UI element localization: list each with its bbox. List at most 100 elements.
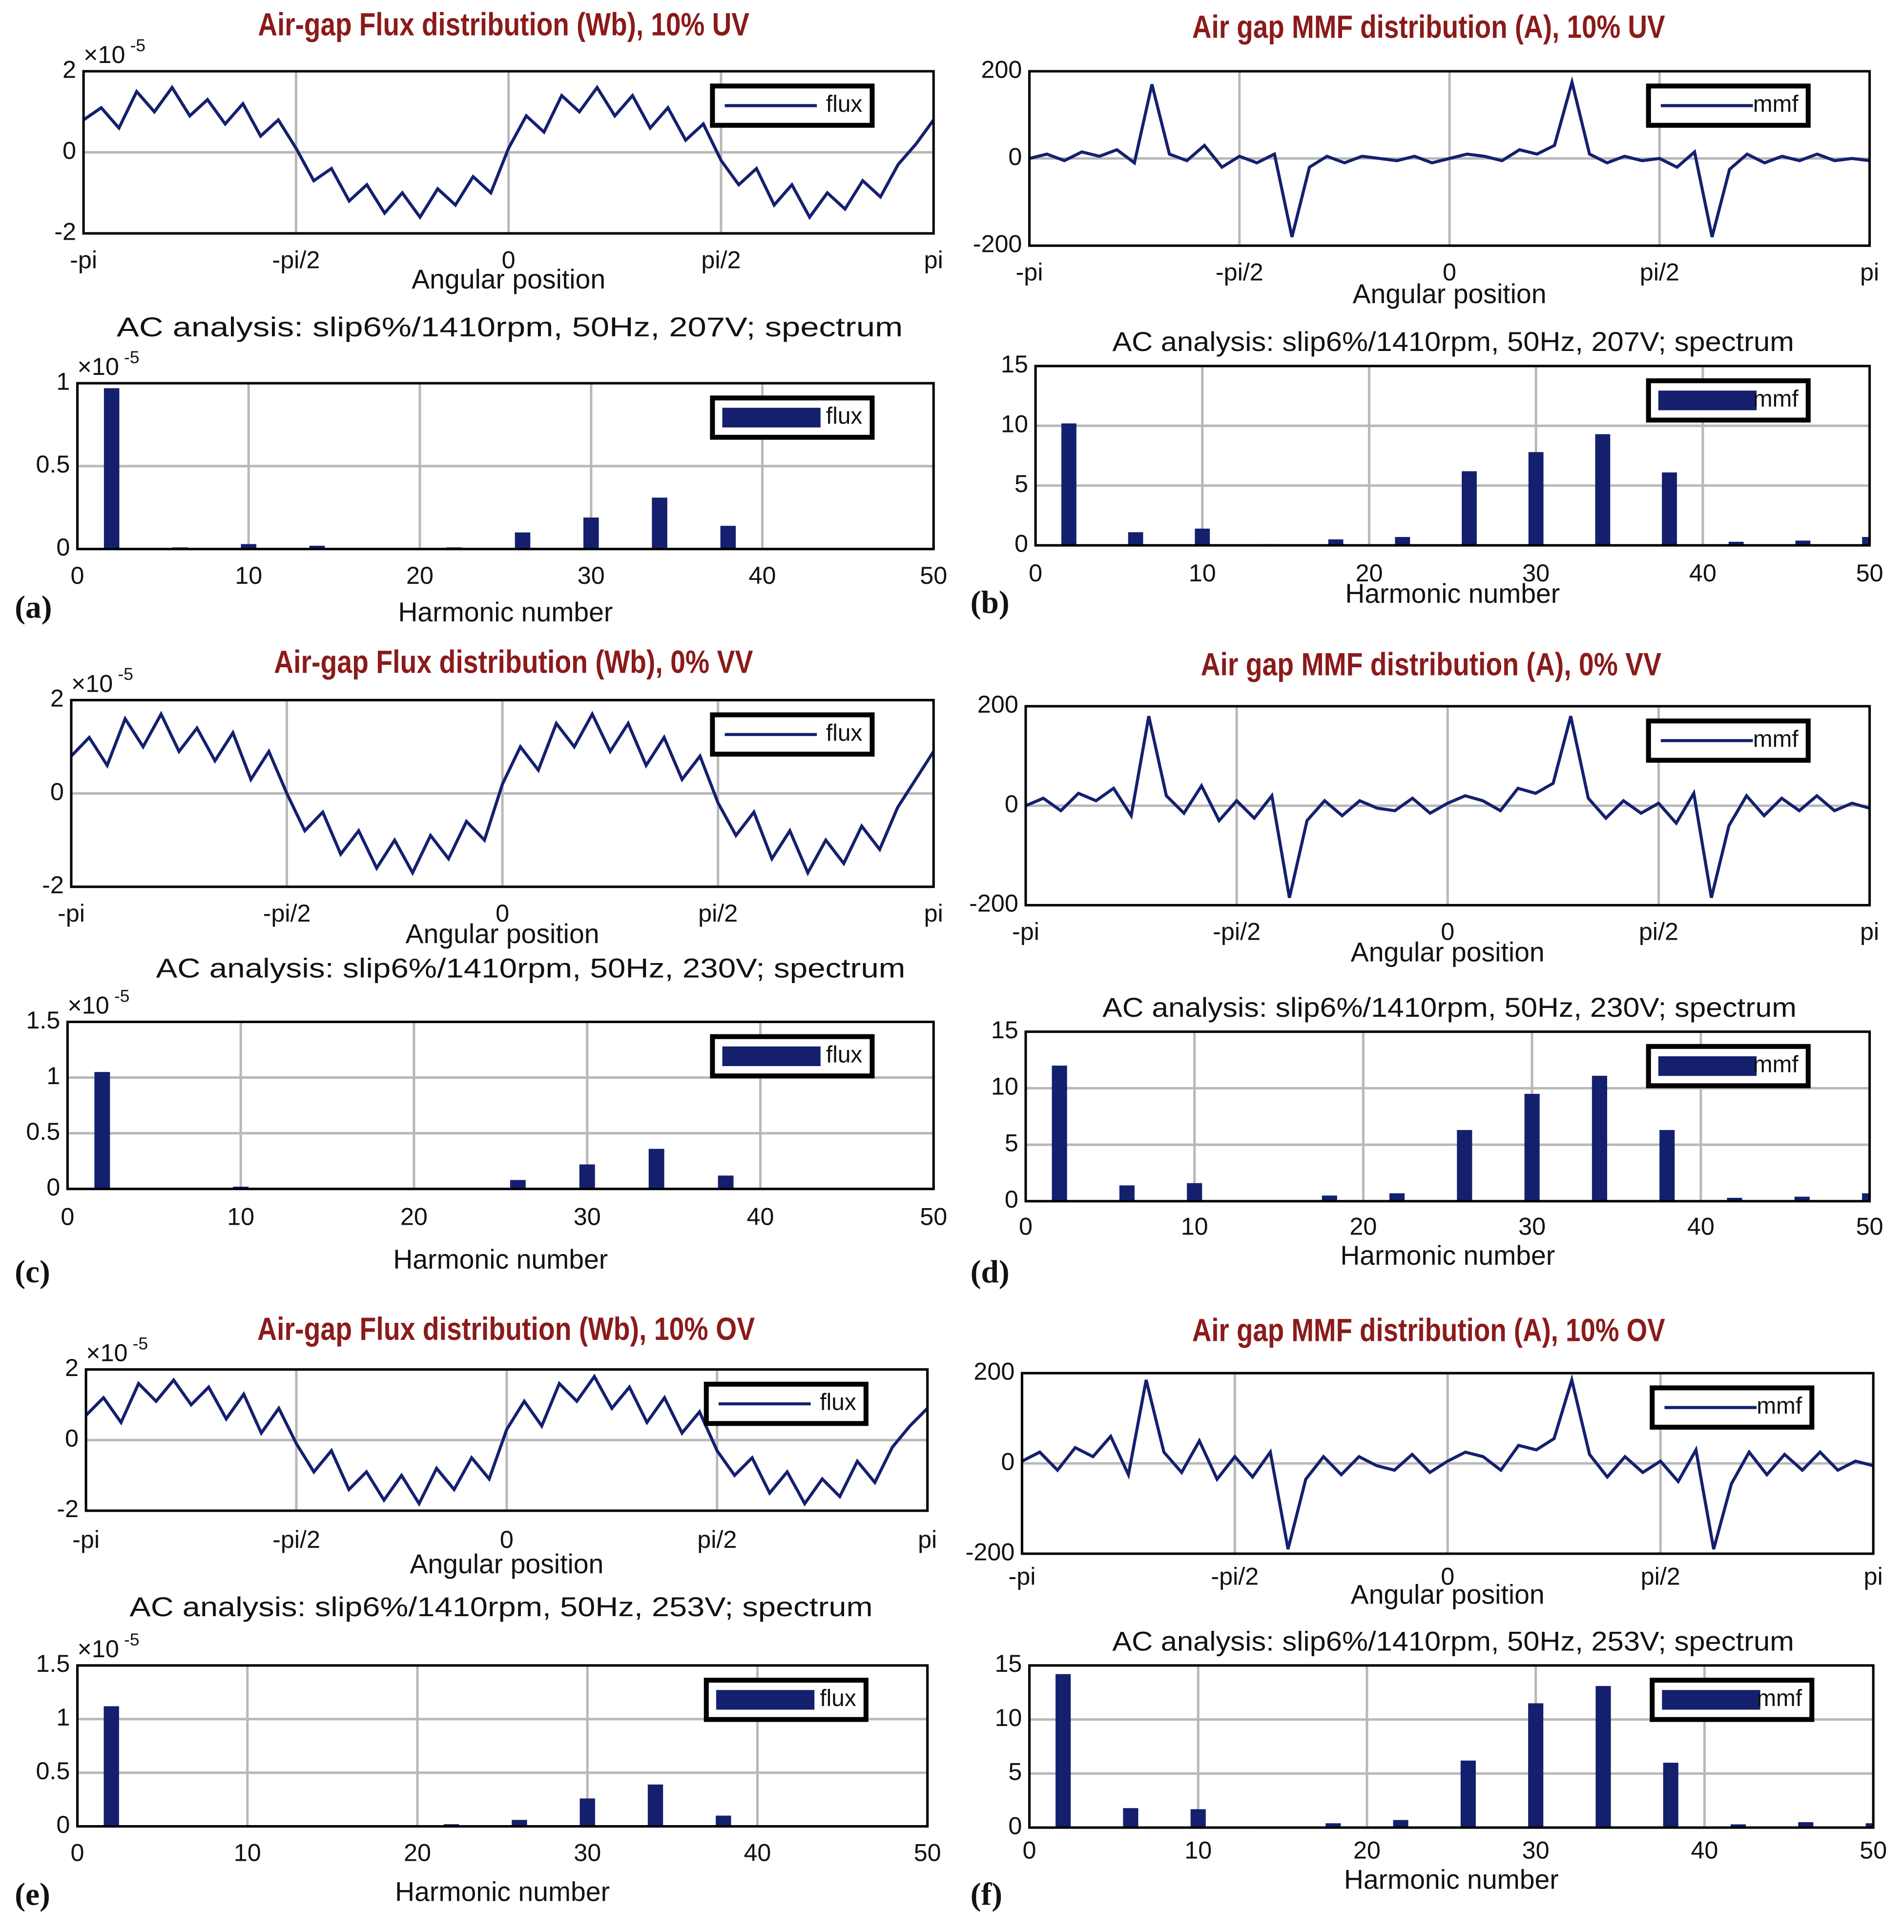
bar (515, 532, 531, 549)
legend-label: mmf (1757, 1393, 1802, 1419)
bar (1528, 452, 1544, 546)
legend-swatch (1658, 391, 1757, 411)
x-tick-label: 10 (1189, 559, 1216, 587)
axes-frame (66, 1020, 935, 1191)
x-tick-label: 20 (1349, 1212, 1377, 1240)
bar (1728, 541, 1744, 546)
x-tick-label: 30 (1522, 559, 1550, 587)
x-axis-label: Angular position (406, 919, 600, 949)
bar (1393, 1820, 1408, 1828)
axes-frame (1028, 70, 1871, 247)
x-tick-label: 0 (1019, 1212, 1033, 1240)
y-tick-label: 0.5 (36, 1757, 70, 1785)
y-tick-label: 10 (991, 1072, 1018, 1100)
bar (1190, 1809, 1206, 1828)
x-tick-label: -pi/2 (263, 899, 311, 927)
legend-label: mmf (1753, 386, 1799, 412)
x-tick-label: 30 (578, 561, 605, 589)
bar (1187, 1183, 1202, 1201)
bar (1798, 1822, 1814, 1828)
x-tick-label: 0 (496, 899, 509, 927)
x-tick-label: 30 (1522, 1836, 1550, 1864)
bar (1662, 472, 1677, 546)
x-tick-label: 20 (1353, 1836, 1381, 1864)
chart-title: Air gap MMF distribution (A), 0% VV (1201, 647, 1662, 682)
x-axis-label: Harmonic number (393, 1244, 608, 1274)
chart-title: AC analysis: slip6%/1410rpm, 50Hz, 253V;… (1112, 1626, 1794, 1656)
x-tick-label: 50 (920, 1202, 947, 1230)
y-tick-label: 5 (1005, 1129, 1018, 1156)
y-tick-label: 2 (62, 55, 76, 83)
bar (720, 526, 736, 549)
y-tick-label: 1 (56, 367, 70, 395)
y-tick-label: 15 (994, 1649, 1022, 1677)
x-tick-label: 10 (234, 1839, 261, 1867)
bar (1528, 1703, 1544, 1828)
bar (1389, 1193, 1405, 1201)
x-axis-label: Angular position (412, 264, 605, 294)
bar (1322, 1195, 1337, 1201)
line (1025, 716, 1870, 898)
x-tick-label: 50 (1856, 559, 1883, 587)
chart-title: Air gap MMF distribution (A), 10% OV (1192, 1312, 1665, 1348)
x-axis-label: Harmonic number (1340, 1240, 1555, 1271)
bar (1457, 1130, 1472, 1201)
panel-label: (f) (971, 1877, 1002, 1912)
bar (1123, 1808, 1138, 1828)
bar (579, 1798, 595, 1827)
x-tick-label: 40 (1689, 559, 1717, 587)
y-scale-exponent: -5 (118, 665, 133, 684)
bar (1052, 1066, 1067, 1201)
x-tick-label: 40 (1687, 1212, 1715, 1240)
x-tick-label: 0 (71, 1839, 84, 1867)
bar (1395, 537, 1410, 546)
x-tick-label: 0 (1029, 559, 1042, 587)
y-scale-label: ×10 (83, 41, 125, 68)
x-axis-label: Angular position (1353, 279, 1547, 309)
bar (1460, 1760, 1476, 1828)
axes-frame (1024, 1030, 1871, 1203)
bar (583, 517, 599, 549)
legend-label: flux (820, 1390, 856, 1416)
y-tick-label: 0 (1005, 1185, 1018, 1213)
chart-title: AC analysis: slip6%/1410rpm, 50Hz, 230V;… (156, 953, 906, 983)
chart-title: AC analysis: slip6%/1410rpm, 50Hz, 207V;… (117, 312, 903, 342)
y-tick-label: 15 (1001, 350, 1028, 378)
axes-frame (70, 699, 935, 888)
bar (512, 1820, 527, 1827)
bar (309, 545, 325, 549)
y-tick-label: 1 (56, 1703, 70, 1731)
x-axis-label: Harmonic number (1344, 1864, 1559, 1894)
x-tick-label: 0 (1443, 258, 1456, 286)
bar (1730, 1824, 1746, 1828)
y-tick-label: 200 (981, 55, 1022, 83)
x-tick-label: -pi (1012, 918, 1039, 945)
x-tick-label: 0 (1441, 1562, 1454, 1590)
x-tick-label: 40 (744, 1839, 771, 1867)
x-tick-label: pi/2 (701, 246, 741, 273)
x-tick-label: pi (1864, 1562, 1883, 1590)
panel-label: (a) (15, 590, 52, 625)
bar (1061, 423, 1076, 546)
legend-label: flux (826, 720, 862, 746)
x-tick-label: 30 (1518, 1212, 1546, 1240)
x-tick-label: pi/2 (698, 899, 738, 927)
line (84, 1374, 929, 1507)
y-tick-label: 10 (994, 1704, 1022, 1731)
chart-title: AC analysis: slip6%/1410rpm, 50Hz, 253V;… (129, 1592, 872, 1622)
x-tick-label: -pi/2 (1211, 1562, 1259, 1590)
chart-title: Air-gap Flux distribution (Wb), 10% OV (257, 1311, 755, 1347)
x-tick-label: 10 (1184, 1836, 1212, 1864)
y-scale-exponent: -5 (133, 1335, 148, 1354)
legend-swatch (716, 1690, 815, 1710)
bar (1462, 471, 1477, 546)
x-tick-label: -pi (1016, 258, 1043, 286)
x-tick-label: 20 (404, 1839, 431, 1867)
y-tick-label: 0 (1005, 790, 1018, 818)
bar (1595, 434, 1611, 546)
x-tick-label: -pi (58, 899, 85, 927)
legend-label: mmf (1753, 726, 1799, 752)
x-tick-label: -pi/2 (1216, 258, 1263, 286)
x-tick-label: pi/2 (1640, 258, 1679, 286)
x-tick-label: pi (924, 246, 943, 273)
